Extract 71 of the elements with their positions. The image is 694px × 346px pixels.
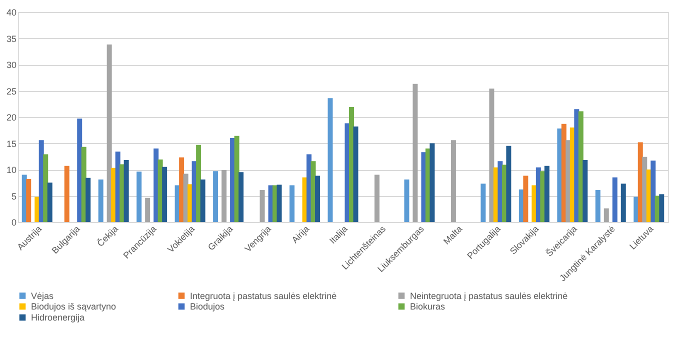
bar — [480, 184, 486, 222]
bar — [582, 160, 588, 222]
bar — [86, 178, 91, 222]
bar — [650, 160, 656, 222]
bar — [26, 178, 32, 222]
legend-label: Vėjas — [31, 290, 54, 301]
y-tick-label: 5 — [11, 191, 16, 202]
bar — [98, 179, 104, 222]
bar — [120, 164, 125, 222]
bar — [111, 168, 116, 222]
bar — [47, 182, 52, 222]
bar — [612, 177, 618, 222]
bar — [196, 144, 202, 222]
bar — [574, 109, 580, 222]
bar — [430, 143, 435, 222]
bar — [412, 84, 418, 222]
bar — [230, 138, 236, 222]
legend-label: Neintegruota į pastatus saulės elektrinė — [410, 290, 568, 301]
bar — [306, 154, 312, 222]
bar — [642, 156, 648, 222]
bar — [124, 160, 129, 222]
bar — [544, 166, 550, 222]
bar — [506, 146, 512, 222]
bar — [290, 185, 295, 222]
y-tick-label: 25 — [6, 86, 16, 96]
legend-label: Biokuras — [410, 302, 446, 312]
bar — [540, 171, 546, 222]
legend-label: Biodujos iš sąvartyno — [31, 302, 116, 312]
bar — [353, 126, 358, 222]
y-tick-label: 40 — [6, 8, 16, 18]
bar — [328, 98, 333, 222]
bar — [145, 198, 150, 222]
bar — [222, 170, 227, 222]
y-tick-label: 0 — [11, 218, 16, 228]
bar — [421, 152, 426, 222]
bar — [374, 174, 380, 222]
bar — [315, 176, 320, 222]
legend-label: Biodujos — [190, 302, 226, 312]
bar — [162, 166, 168, 222]
bar — [238, 172, 244, 222]
y-tick-label: 35 — [6, 34, 16, 44]
bar — [489, 88, 494, 222]
bar — [276, 184, 282, 222]
bar — [77, 118, 82, 222]
bar — [200, 179, 206, 222]
bar — [64, 166, 70, 222]
bar — [344, 123, 350, 222]
bar — [260, 190, 265, 222]
bar — [604, 208, 609, 222]
bar — [620, 184, 626, 222]
y-tick-label: 10 — [6, 165, 16, 175]
bar — [566, 140, 571, 222]
bar — [404, 179, 410, 222]
bar — [213, 171, 218, 222]
bar — [450, 140, 456, 222]
bar — [659, 194, 664, 222]
bar — [179, 157, 184, 222]
bar — [43, 154, 48, 222]
bar — [498, 161, 503, 222]
y-tick-label: 20 — [6, 112, 16, 122]
legend-label: Hidroenergija — [31, 312, 85, 322]
bar — [154, 148, 159, 222]
legend-label: Integruota į pastatus saulės elektrinė — [190, 290, 337, 301]
bar — [557, 128, 562, 222]
bar — [136, 172, 142, 222]
y-tick-label: 15 — [6, 138, 16, 149]
bar — [523, 176, 528, 222]
bar — [106, 44, 112, 222]
bar — [595, 190, 600, 222]
y-tick-label: 30 — [6, 60, 16, 70]
bar — [188, 184, 193, 222]
